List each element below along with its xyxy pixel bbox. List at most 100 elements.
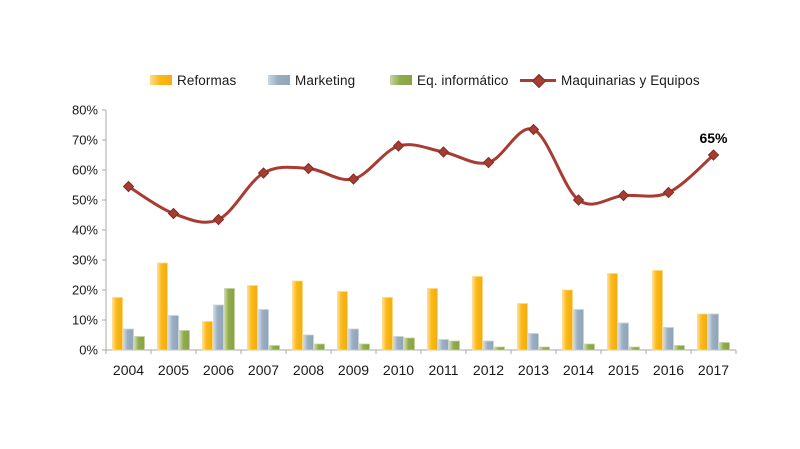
x-axis-label-2009: 2009: [338, 362, 369, 378]
x-axis-label-2005: 2005: [158, 362, 189, 378]
point-maquinarias-2017: [707, 149, 720, 161]
legend-item-marketing: Marketing: [268, 72, 355, 88]
legend-label-reformas: Reformas: [177, 72, 237, 88]
bar-marketing-2006: [213, 304, 224, 351]
bar-marketing-2013: [528, 333, 539, 351]
legend-label-maquinarias: Maquinarias y Equipos: [561, 72, 700, 88]
marketing-swatch-icon: [268, 75, 290, 85]
chart-legend: Reformas Marketing Eq. informático Maqui…: [0, 0, 800, 88]
legend-item-eq-informatico: Eq. informático: [390, 72, 509, 88]
bar-reformas-2004: [112, 297, 123, 351]
bar-eq-inform-tico-2007: [269, 345, 280, 351]
y-axis-label-60: 60%: [72, 163, 98, 178]
point-maquinarias-2011: [437, 146, 450, 158]
bar-eq-inform-tico-2014: [584, 343, 595, 351]
bar-reformas-2009: [337, 291, 348, 351]
eq-informatico-swatch-icon: [390, 75, 412, 85]
bars-marketing: [123, 304, 719, 351]
bar-eq-inform-tico-2010: [404, 337, 415, 351]
bar-reformas-2015: [607, 273, 618, 351]
point-maquinarias-2008: [302, 162, 315, 175]
x-axis-label-2008: 2008: [293, 362, 324, 378]
x-axis-label-2011: 2011: [428, 362, 458, 378]
bar-eq-inform-tico-2015: [629, 346, 640, 351]
bar-marketing-2004: [123, 328, 134, 351]
point-maquinarias-2004: [122, 180, 135, 193]
bar-eq-inform-tico-2017: [719, 342, 730, 351]
legend-item-reformas: Reformas: [150, 72, 236, 88]
axes: 0% 10% 20% 30% 40% 50% 60% 70% 80% 2004 2005 2006 20…: [72, 103, 737, 378]
bar-marketing-2016: [663, 327, 674, 351]
x-axis-label-2007: 2007: [248, 362, 279, 378]
point-maquinarias-2015: [617, 189, 630, 202]
bar-reformas-2006: [202, 321, 213, 351]
x-axis-label-2017: 2017: [698, 362, 729, 378]
bar-marketing-2010: [393, 336, 404, 351]
bar-marketing-2011: [438, 339, 449, 351]
bar-reformas-2013: [517, 303, 528, 351]
y-axis-label-30: 30%: [72, 253, 98, 268]
point-maquinarias-2009: [347, 173, 360, 185]
bar-marketing-2008: [303, 334, 314, 351]
legend-label-marketing: Marketing: [295, 72, 356, 88]
maquinarias-line: [127, 127, 715, 224]
x-axis-label-2012: 2012: [473, 362, 504, 378]
point-maquinarias-2010: [392, 140, 405, 152]
bar-reformas-2008: [292, 280, 303, 351]
bar-marketing-2015: [618, 322, 629, 351]
bar-reformas-2012: [472, 276, 483, 351]
maquinarias-line-series: 65%: [122, 123, 728, 226]
bar-reformas-2007: [247, 285, 258, 351]
bar-eq-inform-tico-2012: [494, 346, 505, 351]
bar-eq-inform-tico-2006: [224, 288, 235, 351]
bar-marketing-2007: [258, 309, 269, 351]
point-maquinarias-2014: [572, 194, 585, 206]
point-maquinarias-2012: [482, 156, 495, 169]
x-axis-label-2004: 2004: [113, 362, 144, 378]
x-axis-label-2016: 2016: [653, 362, 684, 378]
bar-eq-inform-tico-2009: [359, 343, 370, 351]
bar-marketing-2014: [573, 309, 584, 351]
bar-reformas-2010: [382, 297, 393, 351]
bar-reformas-2016: [652, 270, 663, 351]
bar-eq-inform-tico-2004: [134, 336, 145, 351]
bar-reformas-2005: [157, 262, 168, 351]
point-maquinarias-2006: [212, 213, 225, 226]
y-axis-label-10: 10%: [72, 313, 98, 328]
bar-reformas-2011: [427, 288, 438, 351]
maquinarias-line-marker-icon: [520, 73, 556, 88]
bar-eq-inform-tico-2016: [674, 345, 685, 351]
bar-marketing-2009: [348, 328, 359, 351]
y-axis-label-70: 70%: [72, 133, 98, 148]
x-axis-label-2006: 2006: [203, 362, 234, 378]
reformas-swatch-icon: [150, 75, 172, 85]
point-maquinarias-2007: [257, 167, 270, 179]
y-axis-label-40: 40%: [72, 223, 98, 238]
bar-reformas-2017: [697, 313, 708, 351]
bar-eq-inform-tico-2013: [539, 346, 550, 351]
bar-eq-inform-tico-2008: [314, 343, 325, 351]
y-axis-label-80: 80%: [72, 103, 98, 118]
x-axis-label-2013: 2013: [518, 362, 549, 378]
y-axis-label-20: 20%: [72, 283, 98, 298]
bar-marketing-2005: [168, 315, 179, 351]
point-maquinarias-2016: [662, 186, 675, 199]
point-maquinarias-2013: [527, 123, 540, 136]
y-axis-label-0: 0%: [79, 343, 98, 358]
legend-item-maquinarias: Maquinarias y Equipos: [520, 72, 700, 88]
data-label-2017: 65%: [699, 130, 728, 146]
y-axis-label-50: 50%: [72, 193, 98, 208]
x-axis-label-2015: 2015: [608, 362, 639, 378]
bars-reformas: [112, 262, 708, 351]
bars-eq-informatico: [134, 288, 730, 351]
bar-marketing-2017: [708, 313, 719, 351]
x-axis-label-2010: 2010: [383, 362, 414, 378]
legend-label-eq-informatico: Eq. informático: [417, 72, 509, 88]
point-maquinarias-2005: [167, 207, 180, 220]
x-axis-label-2014: 2014: [563, 362, 594, 378]
bar-marketing-2012: [483, 340, 494, 351]
bar-eq-inform-tico-2005: [179, 330, 190, 351]
bar-reformas-2014: [562, 289, 573, 351]
